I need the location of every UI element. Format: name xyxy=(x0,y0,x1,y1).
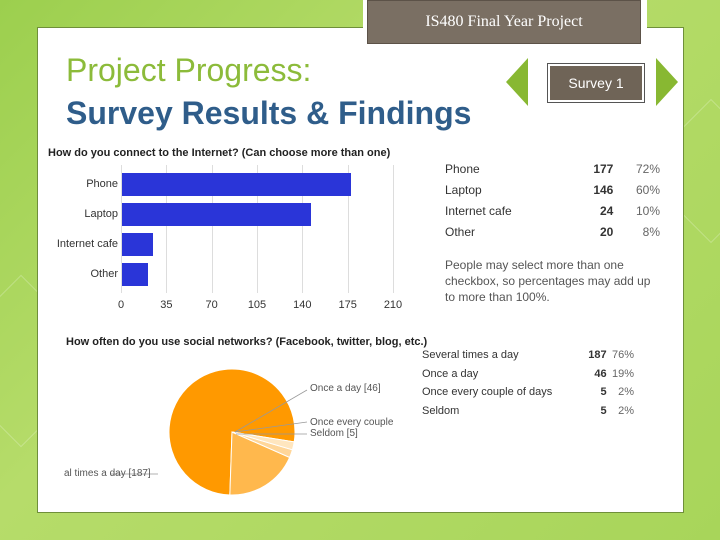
bar-tick-label: 175 xyxy=(338,299,357,311)
row-count: 146 xyxy=(593,182,614,197)
row-count: 5 xyxy=(600,386,607,399)
bar-tick-label: 70 xyxy=(205,299,218,311)
bar xyxy=(122,173,352,196)
bar-tick-label: 0 xyxy=(117,299,125,311)
q1-note: People may select more than one checkbox… xyxy=(445,258,651,304)
row-label: Other xyxy=(445,224,476,239)
row-count: 187 xyxy=(588,349,607,362)
pie-slice xyxy=(229,431,291,496)
q1-results-table: Phone 177 72% Laptop 146 60% Internet cafe 24 10… xyxy=(445,158,660,242)
bar-category-label: Internet cafe xyxy=(56,238,118,250)
bar-gridline xyxy=(393,165,394,293)
bar-gridline xyxy=(166,165,168,293)
bar xyxy=(122,233,154,256)
bar-gridline xyxy=(347,165,349,293)
bar-category-label: Phone xyxy=(86,178,118,190)
survey-badge: Survey 1 xyxy=(506,58,678,106)
chevron-left-icon xyxy=(506,58,528,106)
bar-tick-label: 210 xyxy=(383,299,403,311)
row-count: 46 xyxy=(594,367,607,380)
bar-category-label: Other xyxy=(90,268,118,280)
survey-badge-label: Survey 1 xyxy=(548,64,644,102)
row-label: Several times a day xyxy=(422,349,519,362)
pie-slice xyxy=(231,431,295,451)
bar-gridline xyxy=(257,165,258,293)
header-tab: IS480 Final Year Project xyxy=(363,0,647,50)
pie-chart xyxy=(110,368,308,496)
pie-leader-line xyxy=(234,421,308,433)
row-count: 24 xyxy=(600,203,614,218)
chevron-right-icon xyxy=(656,58,678,106)
header-title: IS480 Final Year Project xyxy=(367,0,641,44)
q2-question: How often do you use social networks? (F… xyxy=(66,336,428,348)
row-label: Phone xyxy=(445,161,480,176)
pie-label-once-a-day: Once a day [46] xyxy=(310,383,381,394)
row-percent: 2% xyxy=(618,386,634,399)
table-row: Internet cafe 24 10% xyxy=(445,200,660,221)
row-label: Once every couple of days xyxy=(422,386,553,399)
row-label: Laptop xyxy=(445,182,482,197)
slide-title-line1: Project Progress: xyxy=(66,52,312,88)
row-percent: 76% xyxy=(611,349,634,362)
table-row: Laptop 146 60% xyxy=(445,179,660,200)
row-label: Once a day xyxy=(422,367,479,380)
pie-label-several: al times a day [187] xyxy=(64,468,151,479)
bar-gridline xyxy=(211,165,213,293)
table-row: Other 20 8% xyxy=(445,221,660,242)
bar-tick-label: 140 xyxy=(293,299,312,311)
bar xyxy=(122,263,148,286)
bar xyxy=(122,203,312,226)
q1-question: How do you connect to the Internet? (Can… xyxy=(48,147,391,159)
table-row: Once a day 46 19% xyxy=(422,365,634,384)
bar-gridline xyxy=(121,165,122,293)
row-percent: 10% xyxy=(635,203,660,218)
row-count: 5 xyxy=(600,404,607,417)
pie-label-once-every: Once every couple xyxy=(310,417,394,428)
table-row: Phone 177 72% xyxy=(445,158,660,179)
q2-results-table: Several times a day 187 76% Once a day 46 19%… xyxy=(422,346,634,420)
row-percent: 19% xyxy=(611,367,634,380)
row-count: 20 xyxy=(600,224,614,239)
row-label: Internet cafe xyxy=(445,203,512,218)
row-label: Seldom xyxy=(422,404,460,417)
bar-category-label: Laptop xyxy=(84,208,118,220)
table-row: Several times a day 187 76% xyxy=(422,346,634,365)
table-row: Seldom 5 2% xyxy=(422,402,634,421)
bar-gridline xyxy=(302,165,304,293)
pie-leader-line xyxy=(234,389,308,433)
row-count: 177 xyxy=(593,161,614,176)
slide-title-line2: Survey Results & Findings xyxy=(66,95,472,131)
row-percent: 60% xyxy=(635,182,660,197)
bar-tick-label: 105 xyxy=(247,299,267,311)
row-percent: 2% xyxy=(618,404,634,417)
pie-label-seldom: Seldom [5] xyxy=(310,428,358,439)
bar-tick-label: 35 xyxy=(160,299,173,311)
row-percent: 72% xyxy=(635,161,660,176)
bar-chart: 0 35 70 105 140 175 210 Phone Laptop Internet caf… xyxy=(48,165,408,311)
table-row: Once every couple of days 5 2% xyxy=(422,383,634,402)
row-percent: 8% xyxy=(642,224,660,239)
